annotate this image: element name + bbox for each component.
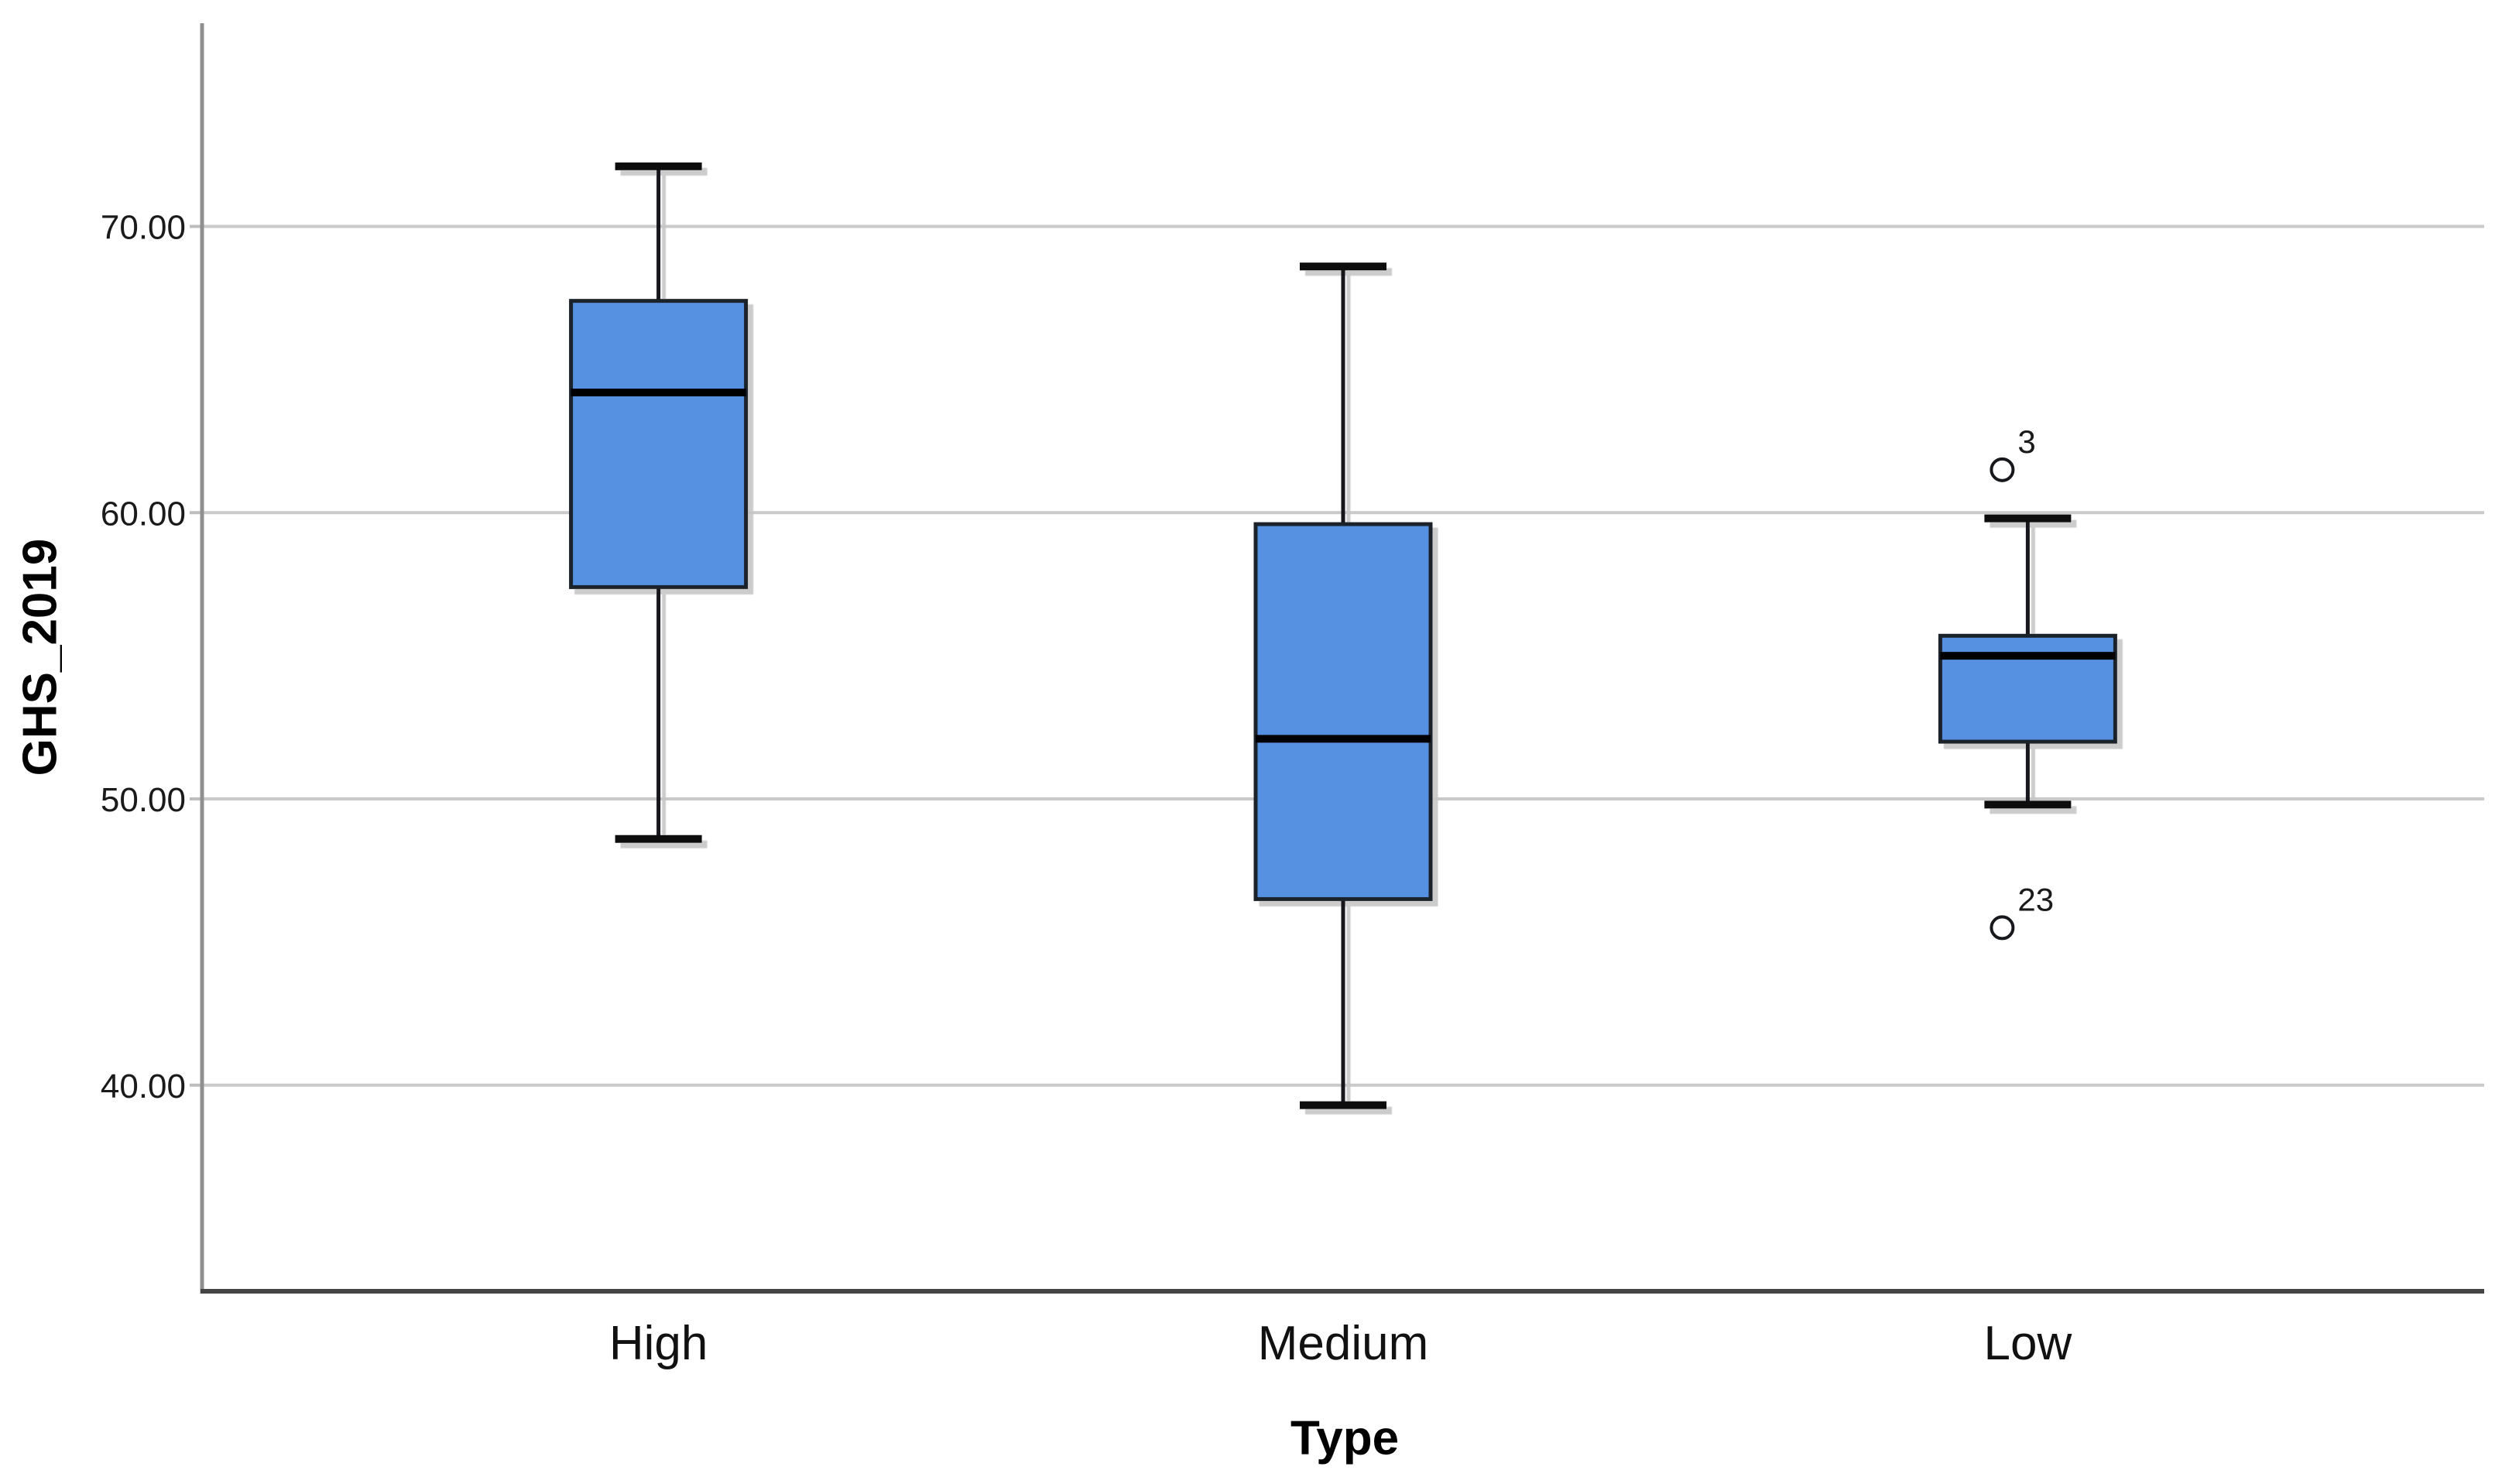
y-tick-label-70: 70.00 [101, 209, 186, 247]
category-label-medium: Medium [1258, 1317, 1429, 1370]
y-tick-label-40: 40.00 [101, 1068, 186, 1105]
iqr-box-high [569, 299, 749, 589]
y-tick-label-60: 60.00 [101, 495, 186, 533]
y-axis-title: GHS_2019 [13, 538, 67, 776]
outlier-point-low-3 [1990, 457, 2015, 482]
box-group-low [1938, 514, 2117, 809]
box-group-high [569, 162, 749, 843]
category-label-low: Low [1984, 1317, 2072, 1370]
y-tick-label-50: 50.00 [101, 781, 186, 819]
iqr-box-low [1938, 633, 2117, 744]
outlier-label-low-3: 3 [2017, 423, 2035, 460]
box-group-medium [1253, 262, 1433, 1109]
outlier-point-low-23 [1990, 915, 2015, 941]
iqr-box-medium [1253, 522, 1433, 901]
x-axis-title: Type [1290, 1411, 1400, 1465]
outlier-label-low-23: 23 [2017, 881, 2054, 917]
category-label-high: High [609, 1317, 708, 1370]
